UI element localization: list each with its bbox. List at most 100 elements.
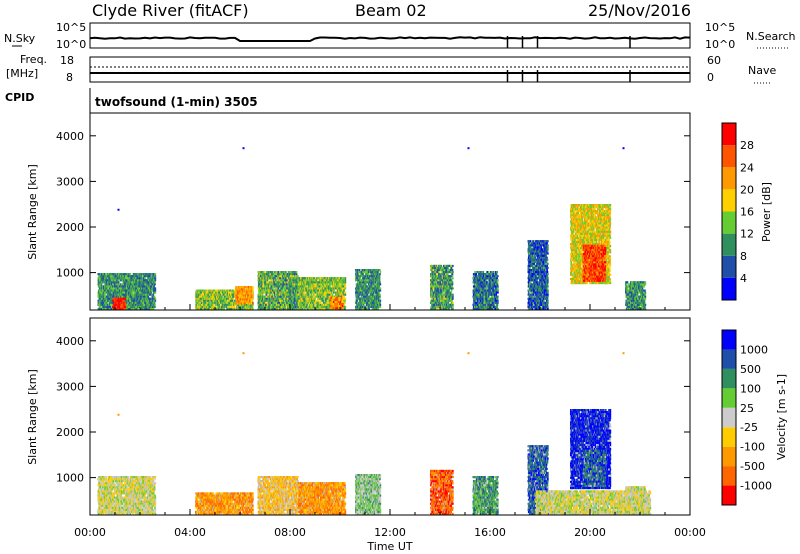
cell-2 [220, 295, 222, 298]
cell-0 [112, 283, 114, 286]
cell-0 [137, 293, 140, 296]
cell-5 [307, 301, 310, 304]
cell-0 [133, 299, 135, 302]
cell-4 [290, 277, 292, 280]
cell-4 [283, 287, 286, 290]
cell-0 [133, 275, 135, 278]
cell-3 [248, 288, 251, 291]
cell-4 [277, 283, 280, 286]
cell-2 [196, 295, 199, 298]
cell-0 [127, 279, 130, 282]
cell-4 [261, 293, 264, 296]
cell-5 [299, 305, 301, 308]
cell-0 [141, 289, 144, 292]
cell-0 [130, 275, 133, 278]
cell-2 [223, 307, 225, 310]
cell-0 [154, 303, 156, 306]
cell-0 [138, 287, 140, 290]
cell-4 [274, 273, 276, 276]
cell-0 [148, 285, 150, 288]
cell-4 [294, 285, 296, 288]
cell-0 [114, 295, 117, 298]
cell-4 [260, 285, 262, 288]
cell-0 [143, 297, 146, 300]
cell-2 [234, 299, 236, 302]
cell-4 [263, 299, 265, 302]
cell-0 [128, 291, 130, 294]
cell-0 [152, 277, 154, 280]
cell-2 [233, 289, 236, 292]
cell-4 [275, 297, 277, 300]
cell-4 [290, 295, 292, 298]
cell-4 [291, 271, 294, 274]
cell-4 [267, 307, 270, 310]
cell-2 [246, 307, 248, 310]
cell-3 [240, 292, 243, 295]
cell-4 [266, 295, 268, 298]
cell-0 [125, 299, 128, 302]
scan-count-panel: N.Sky 10^5 10^0 10^5 10^0 N.Search [4, 21, 796, 51]
cell-5 [313, 277, 315, 280]
cell-0 [102, 307, 104, 310]
cell-2 [195, 293, 197, 296]
freq-left-bottom-tick: 8 [66, 71, 73, 84]
cell-2 [202, 303, 204, 306]
cell-0 [109, 289, 112, 292]
cell-0 [131, 291, 133, 294]
cell-2 [212, 297, 214, 300]
cell-2 [220, 305, 223, 308]
cell-5 [305, 305, 308, 308]
cell-4 [263, 297, 265, 300]
cell-4 [266, 281, 268, 284]
cell-4 [273, 271, 276, 274]
cell-5 [298, 299, 301, 302]
cell-0 [152, 289, 155, 292]
cell-2 [197, 305, 199, 308]
cell-4 [270, 283, 273, 286]
cell-4 [274, 283, 277, 286]
cell-0 [113, 287, 115, 290]
cell-4 [258, 275, 260, 278]
cell-4 [282, 285, 284, 288]
cell-2 [231, 301, 233, 304]
cell-2 [200, 297, 202, 300]
cell-4 [263, 289, 266, 292]
cell-4 [282, 301, 285, 304]
cell-5 [300, 297, 302, 300]
cell-0 [125, 289, 128, 292]
cell-2 [200, 305, 203, 308]
cell-4 [277, 307, 280, 310]
cell-5 [298, 307, 301, 310]
cell-4 [272, 307, 275, 310]
cell-2 [201, 293, 204, 296]
cell-4 [280, 299, 283, 302]
cell-4 [280, 283, 283, 286]
cell-0 [102, 297, 105, 300]
cell-4 [268, 299, 270, 302]
cell-0 [144, 305, 146, 308]
cell-0 [154, 299, 157, 302]
cell-2 [234, 307, 236, 310]
cell-4 [295, 299, 298, 302]
cell-0 [107, 305, 109, 308]
cell-4 [263, 305, 266, 308]
cell-0 [107, 303, 110, 306]
cell-2 [225, 295, 227, 298]
cell-0 [109, 305, 112, 308]
cell-4 [283, 279, 285, 282]
cell-0 [148, 275, 150, 278]
cell-4 [292, 305, 295, 308]
cell-5 [323, 295, 325, 298]
cell-4 [296, 289, 298, 292]
cell-0 [132, 283, 135, 286]
cell-3 [241, 296, 244, 299]
cell-0 [102, 287, 105, 290]
cell-4 [275, 279, 278, 282]
cell-2 [249, 303, 252, 306]
cell-4 [292, 291, 295, 294]
cell-4 [275, 305, 278, 308]
cell-0 [153, 275, 155, 278]
cell-2 [252, 307, 254, 310]
cell-3 [235, 286, 238, 289]
cell-4 [277, 301, 280, 304]
